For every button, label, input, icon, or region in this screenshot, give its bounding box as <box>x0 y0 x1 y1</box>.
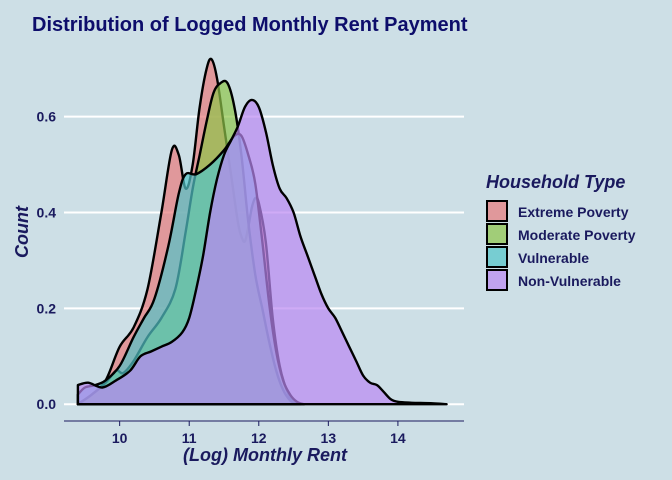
legend-title: Household Type <box>486 172 625 192</box>
y-axis-ticks: 0.0 0.2 0.4 0.6 <box>37 109 57 413</box>
legend-label-extreme-poverty: Extreme Poverty <box>518 204 629 220</box>
density-areas <box>76 57 448 406</box>
legend-key-moderate-poverty <box>486 223 508 245</box>
y-tick-label: 0.6 <box>37 109 57 125</box>
legend-label-non-vulnerable: Non-Vulnerable <box>518 273 621 289</box>
legend-key-extreme-poverty <box>486 200 508 222</box>
x-axis-ticks: 10 11 12 13 14 <box>112 421 406 446</box>
y-tick-label: 0.0 <box>37 396 57 412</box>
y-tick-label: 0.4 <box>37 205 57 221</box>
legend-key-non-vulnerable <box>486 269 508 291</box>
legend-key-vulnerable <box>486 246 508 268</box>
x-tick-label: 11 <box>182 430 197 446</box>
x-tick-label: 14 <box>390 430 406 446</box>
y-axis-title: Count <box>12 205 32 258</box>
legend-label-moderate-poverty: Moderate Poverty <box>518 227 636 243</box>
x-tick-label: 12 <box>251 430 267 446</box>
x-tick-label: 10 <box>112 430 128 446</box>
legend: Household Type Extreme Poverty Moderate P… <box>486 172 636 291</box>
legend-label-vulnerable: Vulnerable <box>518 250 589 266</box>
x-tick-label: 13 <box>321 430 337 446</box>
chart-title: Distribution of Logged Monthly Rent Paym… <box>32 14 468 36</box>
density-non-vulnerable <box>76 98 448 406</box>
y-tick-label: 0.2 <box>37 300 57 316</box>
x-axis-title: (Log) Monthly Rent <box>183 445 348 465</box>
